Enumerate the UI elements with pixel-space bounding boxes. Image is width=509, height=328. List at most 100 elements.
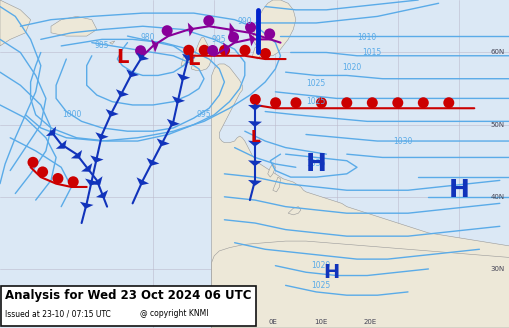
Circle shape xyxy=(417,97,428,108)
Polygon shape xyxy=(288,207,300,215)
Text: Issued at 23-10 / 07:15 UTC: Issued at 23-10 / 07:15 UTC xyxy=(5,310,110,318)
Polygon shape xyxy=(252,0,295,56)
Circle shape xyxy=(199,45,209,56)
Text: 50N: 50N xyxy=(490,122,504,128)
Circle shape xyxy=(264,29,275,39)
Polygon shape xyxy=(248,32,255,46)
Circle shape xyxy=(207,45,218,56)
Polygon shape xyxy=(172,96,185,104)
Polygon shape xyxy=(247,141,262,147)
Text: 1025: 1025 xyxy=(306,79,325,88)
Text: 40N: 40N xyxy=(490,194,504,200)
Polygon shape xyxy=(71,150,82,159)
Text: 985: 985 xyxy=(95,41,109,51)
Polygon shape xyxy=(156,138,169,146)
Text: 20E: 20E xyxy=(362,319,376,325)
Text: 990: 990 xyxy=(237,17,251,26)
Text: 1025: 1025 xyxy=(306,97,325,106)
Polygon shape xyxy=(272,177,280,192)
Polygon shape xyxy=(0,0,31,46)
Polygon shape xyxy=(90,155,103,163)
Polygon shape xyxy=(267,164,275,177)
Text: 980: 980 xyxy=(140,33,155,42)
Polygon shape xyxy=(151,39,158,52)
Polygon shape xyxy=(247,180,262,186)
Text: 1035: 1035 xyxy=(306,159,325,169)
Text: 1000: 1000 xyxy=(62,110,81,119)
Text: L: L xyxy=(250,130,259,145)
Polygon shape xyxy=(105,109,119,117)
Circle shape xyxy=(290,97,301,108)
Circle shape xyxy=(442,97,454,108)
Text: H: H xyxy=(448,178,468,202)
Polygon shape xyxy=(96,190,108,198)
Polygon shape xyxy=(247,121,262,127)
Text: 995: 995 xyxy=(196,110,211,119)
Polygon shape xyxy=(229,23,235,36)
Circle shape xyxy=(366,97,377,108)
Circle shape xyxy=(239,45,250,56)
Circle shape xyxy=(161,25,173,36)
Polygon shape xyxy=(51,16,97,36)
Polygon shape xyxy=(146,158,159,166)
Polygon shape xyxy=(181,48,193,66)
Circle shape xyxy=(203,15,214,26)
Text: 1015: 1015 xyxy=(362,48,381,57)
Polygon shape xyxy=(252,46,260,59)
Text: H: H xyxy=(323,263,339,282)
Circle shape xyxy=(315,97,326,108)
Polygon shape xyxy=(55,140,67,149)
Circle shape xyxy=(27,157,38,168)
Polygon shape xyxy=(91,176,102,185)
Circle shape xyxy=(249,94,260,105)
Circle shape xyxy=(68,176,78,187)
Text: H: H xyxy=(305,152,326,176)
Text: 1020: 1020 xyxy=(311,261,330,270)
Text: 995: 995 xyxy=(212,35,226,44)
Text: @ copyright KNMI: @ copyright KNMI xyxy=(140,310,208,318)
Polygon shape xyxy=(222,42,230,56)
Circle shape xyxy=(219,45,230,56)
Polygon shape xyxy=(136,177,149,185)
Polygon shape xyxy=(182,54,195,61)
Text: 30N: 30N xyxy=(490,266,504,272)
Polygon shape xyxy=(247,105,262,111)
Polygon shape xyxy=(211,64,509,328)
Circle shape xyxy=(245,22,256,33)
Polygon shape xyxy=(85,178,98,186)
Polygon shape xyxy=(109,41,115,44)
Polygon shape xyxy=(81,163,92,172)
Circle shape xyxy=(135,45,146,56)
FancyBboxPatch shape xyxy=(1,286,256,326)
Polygon shape xyxy=(247,160,262,166)
Text: Analysis for Wed 23 Oct 2024 06 UTC: Analysis for Wed 23 Oct 2024 06 UTC xyxy=(5,290,251,302)
Polygon shape xyxy=(187,23,194,36)
Polygon shape xyxy=(166,119,180,127)
Polygon shape xyxy=(126,69,139,77)
Text: L: L xyxy=(187,50,200,69)
Circle shape xyxy=(391,97,403,108)
Polygon shape xyxy=(95,132,108,140)
Text: 1025: 1025 xyxy=(311,281,330,290)
Text: 60N: 60N xyxy=(490,50,504,55)
Polygon shape xyxy=(136,52,149,61)
Text: 1020: 1020 xyxy=(342,63,361,72)
Circle shape xyxy=(228,32,239,43)
Circle shape xyxy=(183,45,194,56)
Circle shape xyxy=(37,166,48,177)
Circle shape xyxy=(260,48,270,59)
Circle shape xyxy=(52,173,63,184)
Polygon shape xyxy=(211,241,509,328)
Text: L: L xyxy=(116,48,128,67)
Text: 1030: 1030 xyxy=(392,136,412,146)
Polygon shape xyxy=(177,73,190,81)
Circle shape xyxy=(270,97,280,108)
Text: 10E: 10E xyxy=(314,319,327,325)
Text: 0E: 0E xyxy=(268,319,277,325)
Polygon shape xyxy=(191,38,211,71)
Text: 1010: 1010 xyxy=(357,33,376,42)
Circle shape xyxy=(341,97,352,108)
Polygon shape xyxy=(46,126,56,136)
Polygon shape xyxy=(116,89,129,97)
Polygon shape xyxy=(80,202,93,209)
